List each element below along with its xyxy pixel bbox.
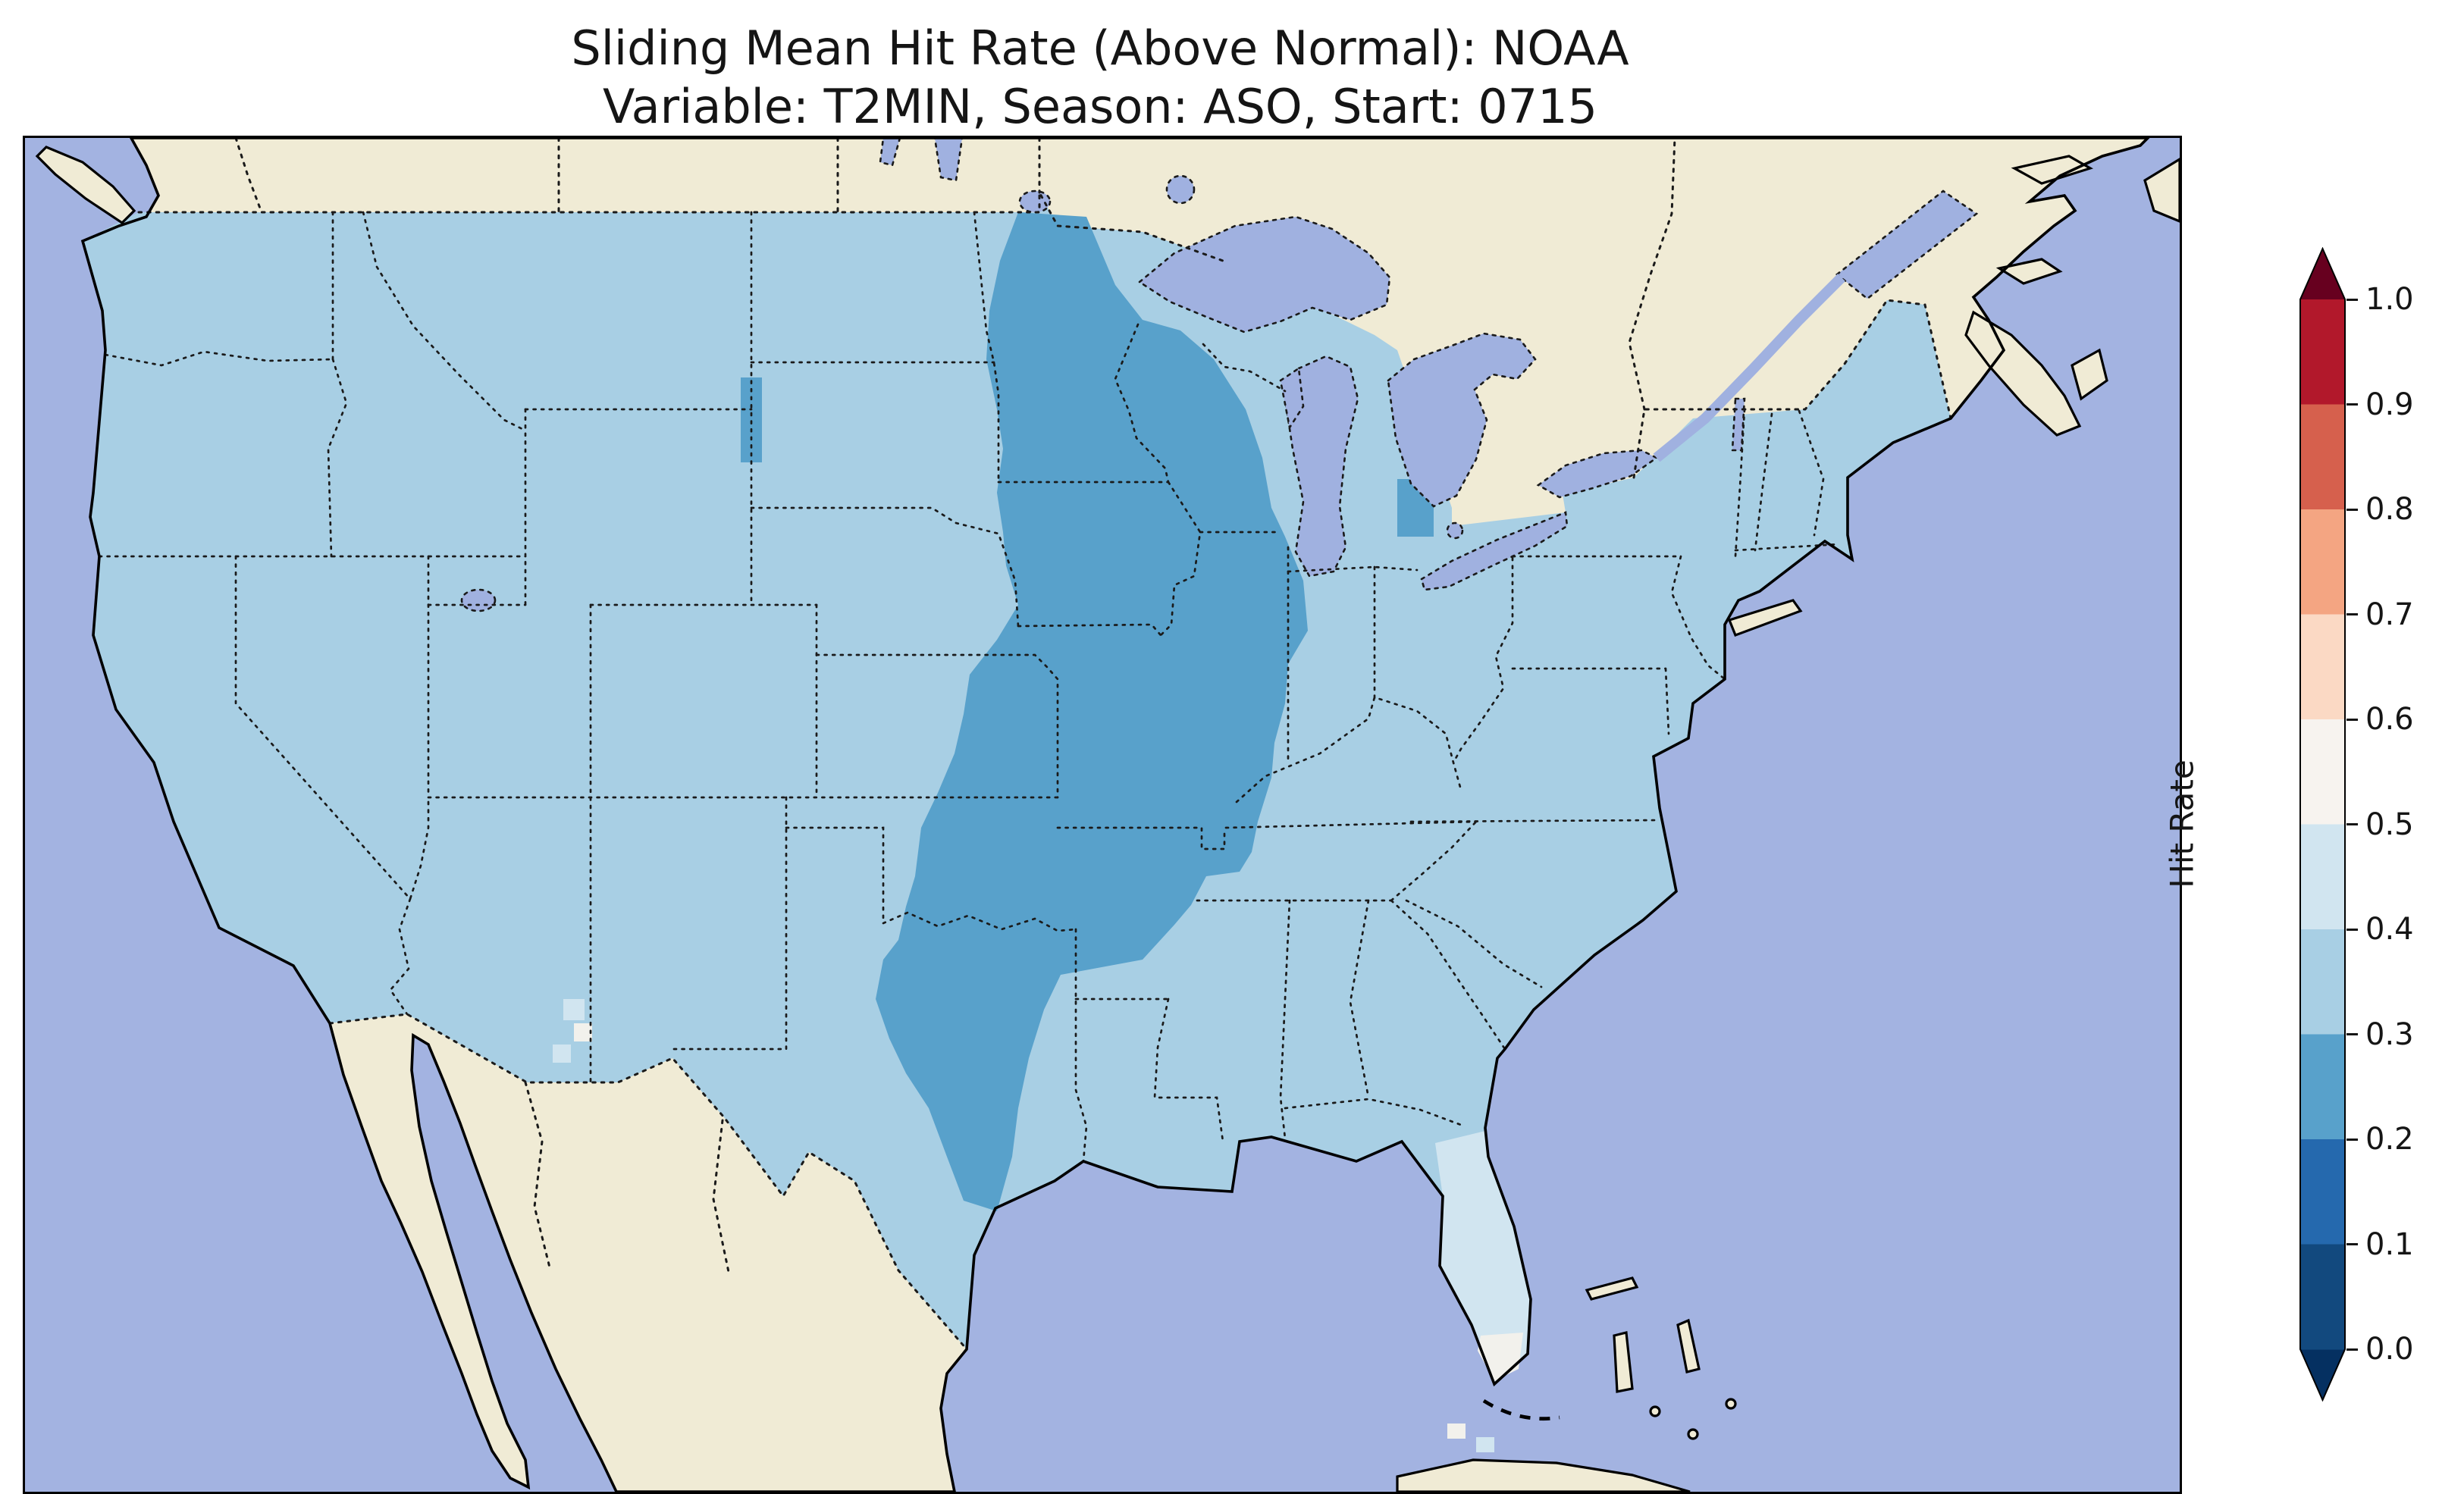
eleuthera — [1676, 1318, 1701, 1373]
islands — [35, 146, 2180, 1492]
lake-michigan — [1284, 355, 1359, 578]
us-canada-border — [137, 192, 1224, 262]
colorbar-tick-mark — [2346, 1243, 2358, 1245]
state-boundaries — [98, 211, 1840, 1163]
bahama-cay-1 — [1649, 1405, 1661, 1417]
cuba-north-coast — [1396, 1458, 1691, 1492]
colorbar-tick-mark — [2346, 403, 2358, 406]
grand-bahama — [1585, 1276, 1639, 1301]
colorbar-tick-label: 0.8 — [2365, 492, 2414, 527]
st-lawrence-river — [1653, 274, 1845, 462]
az-nm-pale-cells — [553, 999, 592, 1063]
lake-superior — [1137, 215, 1391, 334]
colorbar-tick-mark — [2346, 1033, 2358, 1035]
coastline — [80, 138, 2150, 1492]
colorbar-tick-mark — [2346, 1348, 2358, 1351]
figure-title: Sliding Mean Hit Rate (Above Normal): NO… — [0, 20, 2200, 136]
colorbar-segment-0.4-0.5 — [2300, 824, 2345, 930]
colorbar-outline — [2299, 247, 2346, 1402]
vancouver-island — [35, 146, 136, 225]
colorbar-tick-mark — [2346, 613, 2358, 615]
lake-of-the-woods — [1018, 189, 1052, 214]
colorbar-segment-0.8-0.9 — [2300, 404, 2345, 510]
title-line-2: Variable: T2MIN, Season: ASO, Start: 071… — [603, 78, 1597, 134]
colorbar-tick-label: 0.9 — [2365, 387, 2414, 422]
colorbar-tick-mark — [2346, 298, 2358, 301]
colorbar-tick-mark — [2346, 928, 2358, 931]
us-mexico-border — [328, 1013, 968, 1351]
us-canada-border-east — [1632, 299, 1952, 479]
colorbar-tick-label: 1.0 — [2365, 282, 2414, 317]
andros-island — [1613, 1331, 1634, 1393]
colorbar-tick-mark — [2346, 718, 2358, 721]
st-lawrence-estuary — [1835, 189, 1979, 300]
bahama-cay-3 — [1725, 1398, 1737, 1410]
colorbar-segment-0.5-0.6 — [2300, 719, 2345, 825]
lake-st-clair — [1446, 521, 1464, 540]
colorbar-segment-0.7-0.8 — [2300, 509, 2345, 615]
lake-nipigon — [1165, 174, 1196, 205]
lake-erie — [1420, 511, 1569, 591]
colorbar-tick-label: 0.2 — [2365, 1122, 2414, 1157]
map-panel — [23, 136, 2182, 1494]
florida-keys-arc — [1482, 1398, 1560, 1421]
lake-huron — [1387, 332, 1537, 508]
colorbar-segment-0.9-1.0 — [2300, 299, 2345, 406]
colorbar-tick-label: 0.6 — [2365, 702, 2414, 737]
colorbar-segment-0.1-0.2 — [2300, 1139, 2345, 1245]
colorbar-bar — [2299, 247, 2346, 1402]
colorbar-axis-label: Hit Rate — [2163, 760, 2201, 888]
colorbar-tick-mark — [2346, 823, 2358, 825]
long-island — [1727, 599, 1803, 637]
great-salt-lake — [460, 588, 497, 612]
colorbar-tick-label: 0.5 — [2365, 807, 2414, 842]
central-low-hit-rate-region — [876, 212, 1308, 1211]
colorbar-segment-0.0-0.1 — [2300, 1244, 2345, 1350]
colorbar-tick-label: 0.3 — [2365, 1016, 2414, 1052]
colorbar-tick-mark — [2346, 1138, 2358, 1141]
nova-scotia — [1964, 310, 2082, 437]
map-canvas — [25, 138, 2180, 1492]
colorbar-extend-triangle — [2300, 249, 2345, 299]
south-florida-region — [1435, 1131, 1531, 1384]
colorbar: 1.0 0.9 0.8 0.7 0.6 0.5 0.4 0.3 0.2 0.1 0.0 Hit Ra… — [2164, 247, 2464, 1407]
title-line-1: Sliding Mean Hit Rate (Above Normal): NO… — [571, 20, 1629, 76]
national-borders — [137, 138, 1952, 1351]
anticosti-island — [2011, 155, 2093, 185]
newfoundland-corner — [2143, 158, 2180, 223]
colorbar-tick-label: 0.0 — [2365, 1332, 2414, 1367]
colorbar-tick-label: 0.1 — [2365, 1226, 2414, 1262]
colorbar-tick-label: 0.7 — [2365, 597, 2414, 632]
lake-manitoba-tip — [879, 138, 901, 167]
green-bay — [1279, 366, 1305, 431]
prince-edward-island — [1995, 258, 2063, 285]
colorbar-tick-label: 0.4 — [2365, 912, 2414, 947]
colorbar-tick-mark — [2346, 508, 2358, 511]
cape-breton — [2071, 348, 2108, 401]
colorbar-segment-0.6-0.7 — [2300, 614, 2345, 720]
canada-province-borders — [234, 138, 1676, 411]
florida-keys-pale-cells — [1447, 1424, 1494, 1452]
mexico-state-borders — [524, 1081, 730, 1273]
lake-winnipeg-tip — [933, 138, 964, 182]
bahama-cay-2 — [1687, 1428, 1699, 1440]
colorbar-extend-triangle — [2300, 1349, 2345, 1400]
colorbar-segment-0.2-0.3 — [2300, 1034, 2345, 1140]
colorbar-segment-0.3-0.4 — [2300, 929, 2345, 1035]
